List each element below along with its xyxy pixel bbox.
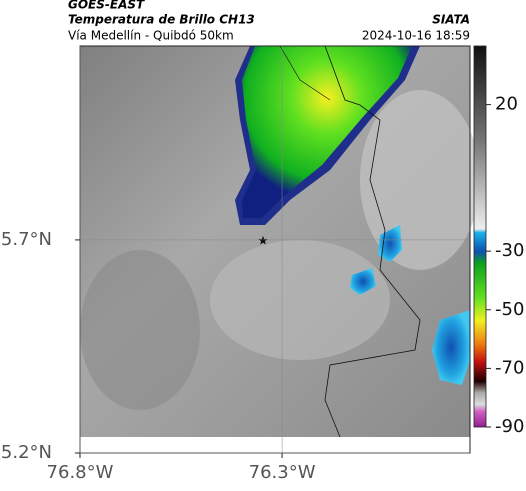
colorbar-tick-label: -30 xyxy=(495,240,524,261)
colorbar-tick-label: 20 xyxy=(495,94,518,115)
x-tick-label: 76.3°W xyxy=(249,462,316,483)
satellite: GOES-EAST xyxy=(68,0,145,12)
colorbar xyxy=(473,45,487,428)
title: Temperatura de Brillo CH13 xyxy=(68,13,255,27)
datetime: 2024-10-16 18:59 xyxy=(362,29,470,43)
colorbar-tick-label: -50 xyxy=(495,299,524,320)
colorbar-tick-label: -90 xyxy=(495,416,524,437)
subtitle: Vía Medellín - Quibdó 50km xyxy=(68,29,234,43)
satellite-image xyxy=(80,45,480,438)
source: SIATA xyxy=(432,13,470,27)
y-tick-label: 5.7°N xyxy=(1,229,52,250)
colorbar-tick-label: -70 xyxy=(495,357,524,378)
y-tick-label: 5.2°N xyxy=(1,442,52,463)
location-marker: ★ xyxy=(258,234,269,248)
x-tick-label: 76.8°W xyxy=(47,462,114,483)
